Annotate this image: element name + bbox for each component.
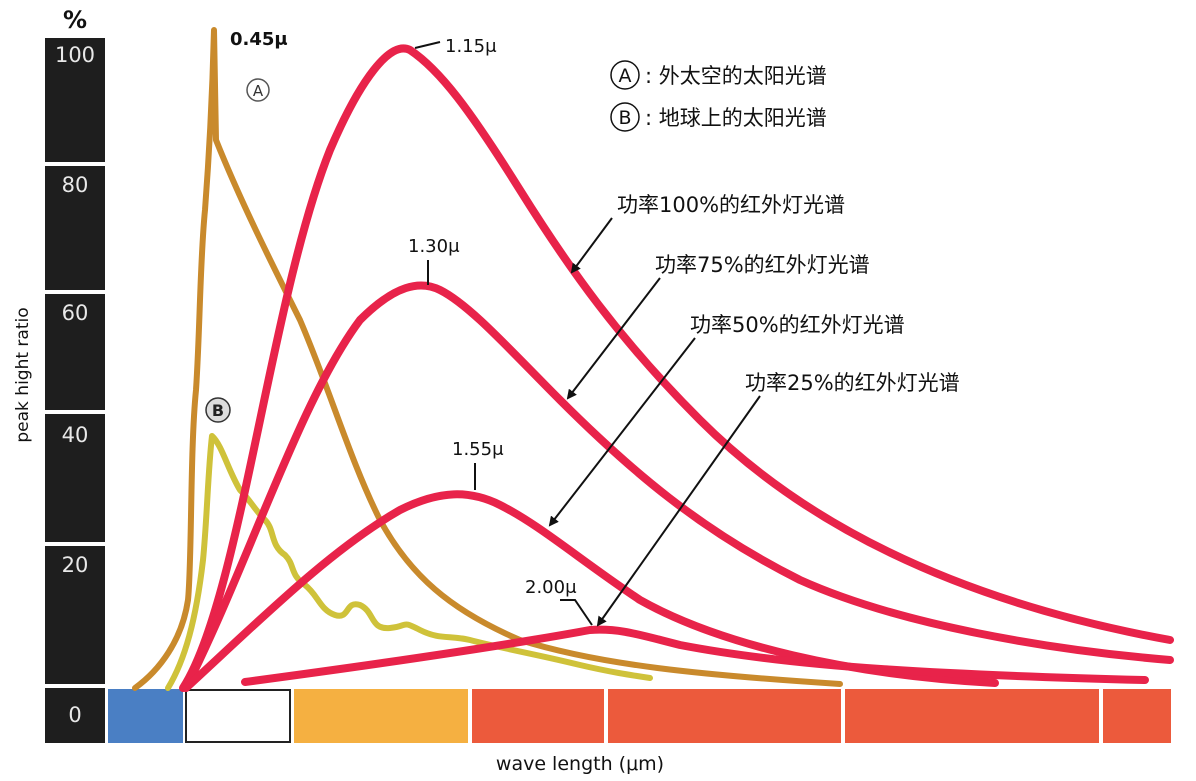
legend: A : 外太空的太阳光谱 B : 地球上的太阳光谱 bbox=[610, 60, 827, 132]
band-ir-4 bbox=[1103, 689, 1171, 743]
band-uv bbox=[108, 689, 183, 743]
peak-label-ir75: 1.30μ bbox=[408, 236, 460, 257]
series-line-solar-space bbox=[132, 27, 843, 691]
peak-leader-ir100 bbox=[414, 41, 441, 49]
peak-label-solar-space: 0.45μ bbox=[230, 29, 288, 50]
peak-labels: 0.45μ 1.15μ 1.30μ 1.55μ 2.00μ bbox=[230, 29, 593, 626]
y-tick-label: 80 bbox=[62, 173, 89, 197]
y-tick-label: 20 bbox=[62, 553, 89, 577]
curve-marker-b-circle bbox=[205, 397, 231, 423]
band-visible bbox=[185, 689, 291, 743]
arrow-ir50 bbox=[548, 337, 696, 527]
band-ir-3 bbox=[845, 689, 1099, 743]
series-line-ir75 bbox=[182, 281, 1174, 692]
series-line-ir50 bbox=[182, 490, 999, 692]
y-block bbox=[45, 414, 105, 542]
curve-marker-b: B bbox=[212, 401, 224, 420]
series-label-ir50: 功率50%的红外灯光谱 bbox=[690, 313, 905, 337]
curve-marker-a: A bbox=[253, 82, 264, 100]
series-label-ir100: 功率100%的红外灯光谱 bbox=[617, 193, 845, 217]
y-block bbox=[45, 546, 105, 684]
arrow-ir25 bbox=[596, 395, 761, 627]
series-label-ir25: 功率25%的红外灯光谱 bbox=[745, 371, 960, 395]
y-tick-label: 40 bbox=[62, 423, 89, 447]
legend-marker-b-circle bbox=[610, 102, 640, 132]
series-annotations: 功率100%的红外灯光谱 功率75%的红外灯光谱 功率50%的红外灯光谱 功率2… bbox=[548, 193, 960, 627]
series-line-solar-earth bbox=[165, 433, 653, 691]
series-label-ir75: 功率75%的红外灯光谱 bbox=[655, 253, 870, 277]
peak-label-ir25: 2.00μ bbox=[525, 577, 577, 598]
band-near-ir bbox=[294, 689, 468, 743]
curve-marker-a-circle bbox=[246, 78, 270, 102]
y-axis-scale bbox=[45, 38, 105, 743]
arrow-ir100 bbox=[570, 217, 613, 274]
legend-marker-b: B bbox=[618, 107, 631, 129]
y-unit-label: % bbox=[63, 6, 87, 34]
y-tick-label: 100 bbox=[55, 43, 95, 67]
curve-markers: A B bbox=[205, 78, 270, 423]
band-ir-1 bbox=[472, 689, 604, 743]
y-tick-label: 0 bbox=[68, 703, 81, 727]
legend-text-a: : 外太空的太阳光谱 bbox=[645, 64, 827, 88]
y-block bbox=[45, 38, 105, 162]
arrow-ir75 bbox=[566, 277, 661, 400]
legend-text-b: : 地球上的太阳光谱 bbox=[645, 106, 827, 130]
y-block bbox=[45, 294, 105, 410]
wavelength-band-strip bbox=[108, 689, 1171, 743]
peak-leader-ir25 bbox=[560, 599, 593, 626]
series-line-ir100 bbox=[179, 44, 1174, 692]
peak-label-ir100: 1.15μ bbox=[445, 36, 497, 57]
legend-marker-a: A bbox=[619, 65, 632, 87]
y-axis-title: peak hight ratio bbox=[13, 307, 33, 442]
y-tick-label: 60 bbox=[62, 301, 89, 325]
band-ir-2 bbox=[608, 689, 841, 743]
curve-layer bbox=[132, 27, 1174, 692]
series-line-ir25 bbox=[241, 625, 1149, 686]
y-block bbox=[45, 166, 105, 290]
legend-marker-a-circle bbox=[610, 60, 640, 90]
y-block bbox=[45, 688, 105, 743]
peak-label-ir50: 1.55μ bbox=[452, 439, 504, 460]
x-axis-title: wave length (μm) bbox=[496, 753, 664, 775]
